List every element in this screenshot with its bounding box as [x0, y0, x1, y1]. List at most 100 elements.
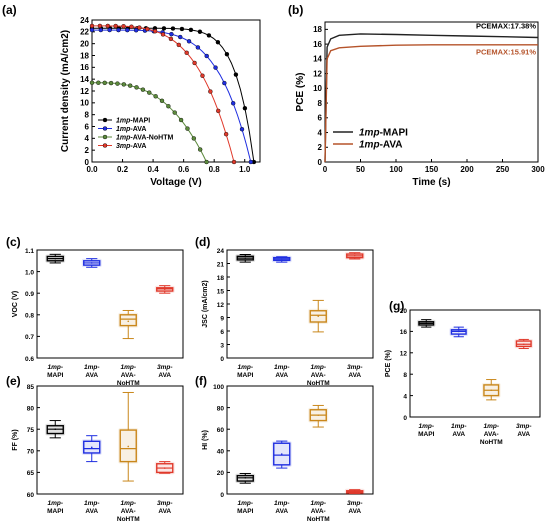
ytick-label-d-0: 0 [220, 356, 224, 363]
mean-point [163, 288, 166, 291]
category-label-c-3-1: AVA [158, 372, 171, 379]
category-label-f-2-2: NoHTM [307, 516, 330, 521]
jv-point-1mp-ava-nohtm-20 [153, 94, 158, 99]
ytick-label-g-2: 8 [403, 372, 407, 379]
jv-point-3mp-ava-12 [137, 25, 142, 30]
box-d-1mp-ava [271, 255, 292, 263]
legend-label-a-2: 1mp-AVA-NoHTM [116, 135, 173, 142]
xtick-label-b-0: 0 [323, 165, 328, 174]
category-label-f-1-1: AVA [275, 508, 288, 515]
plot-frame-e [36, 385, 184, 495]
ytick-label-g-1: 4 [403, 393, 407, 400]
xtick-label-a-4: 0.8 [209, 165, 221, 174]
category-label-f-2-0: 1mp- [310, 500, 326, 507]
y-axis-label-c: VOC (V) [12, 291, 19, 317]
box-d-3mp-ava [344, 252, 365, 260]
box-f-1mp-ava-nohtm [308, 404, 329, 428]
jv-point-1mp-ava-36 [248, 159, 254, 165]
ytick-label-f-1: 20 [217, 470, 225, 477]
box-g-1mp-ava-nohtm [481, 379, 501, 401]
jv-point-3mp-ava-32 [216, 108, 221, 114]
ytick-label-a-3: 6 [85, 122, 90, 131]
jv-point-1mp-ava-22 [186, 39, 192, 44]
jv-point-1mp-ava-nohtm-28 [178, 117, 184, 123]
category-label-f-3-0: 3mp- [347, 500, 363, 507]
category-label-d-2-2: NoHTM [307, 380, 330, 387]
category-label-g-0-0: 1mp- [418, 423, 434, 430]
ytick-label-d-5: 15 [217, 288, 225, 295]
ytick-label-a-4: 8 [85, 110, 90, 119]
ytick-label-f-2: 40 [217, 449, 225, 456]
category-label-f-0-0: 1mp- [237, 500, 253, 507]
jv-point-3mp-ava-24 [184, 50, 189, 55]
jv-point-1mp-mapi-18 [170, 26, 176, 31]
jv-point-1mp-mapi-22 [188, 27, 194, 33]
category-label-d-3-0: 3mp- [347, 364, 363, 371]
box-c-1mp-ava-nohtm [118, 309, 139, 340]
ytick-label-f-4: 80 [217, 405, 225, 412]
xtick-label-b-5: 250 [496, 165, 510, 174]
ytick-label-c-2: 0.8 [25, 313, 34, 320]
jv-point-1mp-ava-0 [89, 27, 95, 33]
category-label-d-0-1: MAPI [237, 372, 253, 379]
panel-label-c: (c) [6, 235, 21, 249]
jv-point-3mp-ava-20 [168, 36, 174, 42]
box-f-3mp-ava [344, 488, 365, 495]
ytick-label-b-9: 18 [313, 25, 322, 34]
panel-label-g: (g) [389, 299, 404, 313]
y-axis-label-e: FF (%) [12, 429, 19, 450]
box-e-1mp-mapi [45, 420, 66, 439]
legend-label-a-3: 3mp-AVA [116, 143, 146, 150]
jv-point-1mp-ava-nohtm-12 [127, 83, 133, 88]
jv-point-3mp-ava-8 [121, 24, 126, 29]
category-label-c-0-0: 1mp- [47, 364, 63, 371]
jv-point-3mp-ava-14 [145, 26, 150, 32]
category-label-g-1-0: 1mp- [451, 423, 467, 430]
box-f-1mp-ava [271, 440, 292, 469]
category-label-e-3-1: AVA [158, 508, 171, 515]
mean-point [353, 491, 356, 493]
jv-point-3mp-ava-26 [192, 60, 197, 66]
category-label-e-2-0: 1mp- [120, 500, 136, 507]
ytick-label-c-3: 0.9 [25, 291, 34, 298]
category-label-g-0-1: MAPI [418, 431, 434, 438]
jv-point-1mp-ava-nohtm-14 [134, 85, 139, 90]
category-label-d-2-1: AVA- [311, 372, 326, 379]
jv-point-1mp-ava-10 [133, 28, 139, 33]
jv-point-1mp-ava-26 [204, 53, 209, 59]
mean-point [317, 414, 320, 416]
jv-point-1mp-ava-nohtm-26 [172, 110, 177, 115]
category-label-e-1-0: 1mp- [84, 500, 100, 507]
xtick-label-b-6: 300 [531, 165, 545, 174]
ytick-label-b-0: 0 [318, 158, 323, 167]
category-label-g-3-1: AVA [517, 431, 530, 438]
legend-label-b-0: 1mp-MAPI [359, 128, 408, 139]
ytick-label-a-5: 10 [80, 99, 89, 108]
mean-point [244, 477, 247, 479]
box-g-1mp-mapi [416, 319, 436, 328]
jv-point-3mp-ava-28 [200, 73, 205, 78]
jv-point-1mp-ava-30 [222, 80, 227, 86]
box-c-1mp-ava [81, 258, 102, 268]
plot-frame-b [324, 21, 539, 163]
category-label-e-3-0: 3mp- [157, 500, 173, 507]
xtick-label-a-0: 0.0 [86, 165, 98, 174]
jv-point-1mp-mapi-32 [233, 72, 239, 77]
category-label-e-2-1: AVA- [121, 508, 136, 515]
ytick-label-c-1: 0.7 [25, 334, 34, 341]
jv-point-1mp-mapi-16 [161, 26, 167, 31]
category-label-e-1-1: AVA [85, 508, 98, 515]
jv-point-1mp-ava-nohtm-36 [204, 159, 209, 165]
category-label-c-2-2: NoHTM [117, 380, 140, 387]
mean-point [54, 257, 57, 260]
ytick-label-b-4: 8 [318, 99, 323, 108]
jv-point-1mp-ava-34 [239, 127, 245, 132]
category-label-f-1-0: 1mp- [274, 500, 290, 507]
jv-point-3mp-ava-34 [223, 131, 229, 137]
ytick-label-a-8: 16 [80, 63, 89, 72]
ytick-label-c-4: 1.0 [25, 269, 34, 276]
jv-point-1mp-mapi-34 [242, 106, 248, 111]
mean-point [280, 258, 283, 260]
jv-point-1mp-ava-nohtm-32 [191, 136, 197, 141]
legend-marker-a-2 [102, 134, 108, 140]
